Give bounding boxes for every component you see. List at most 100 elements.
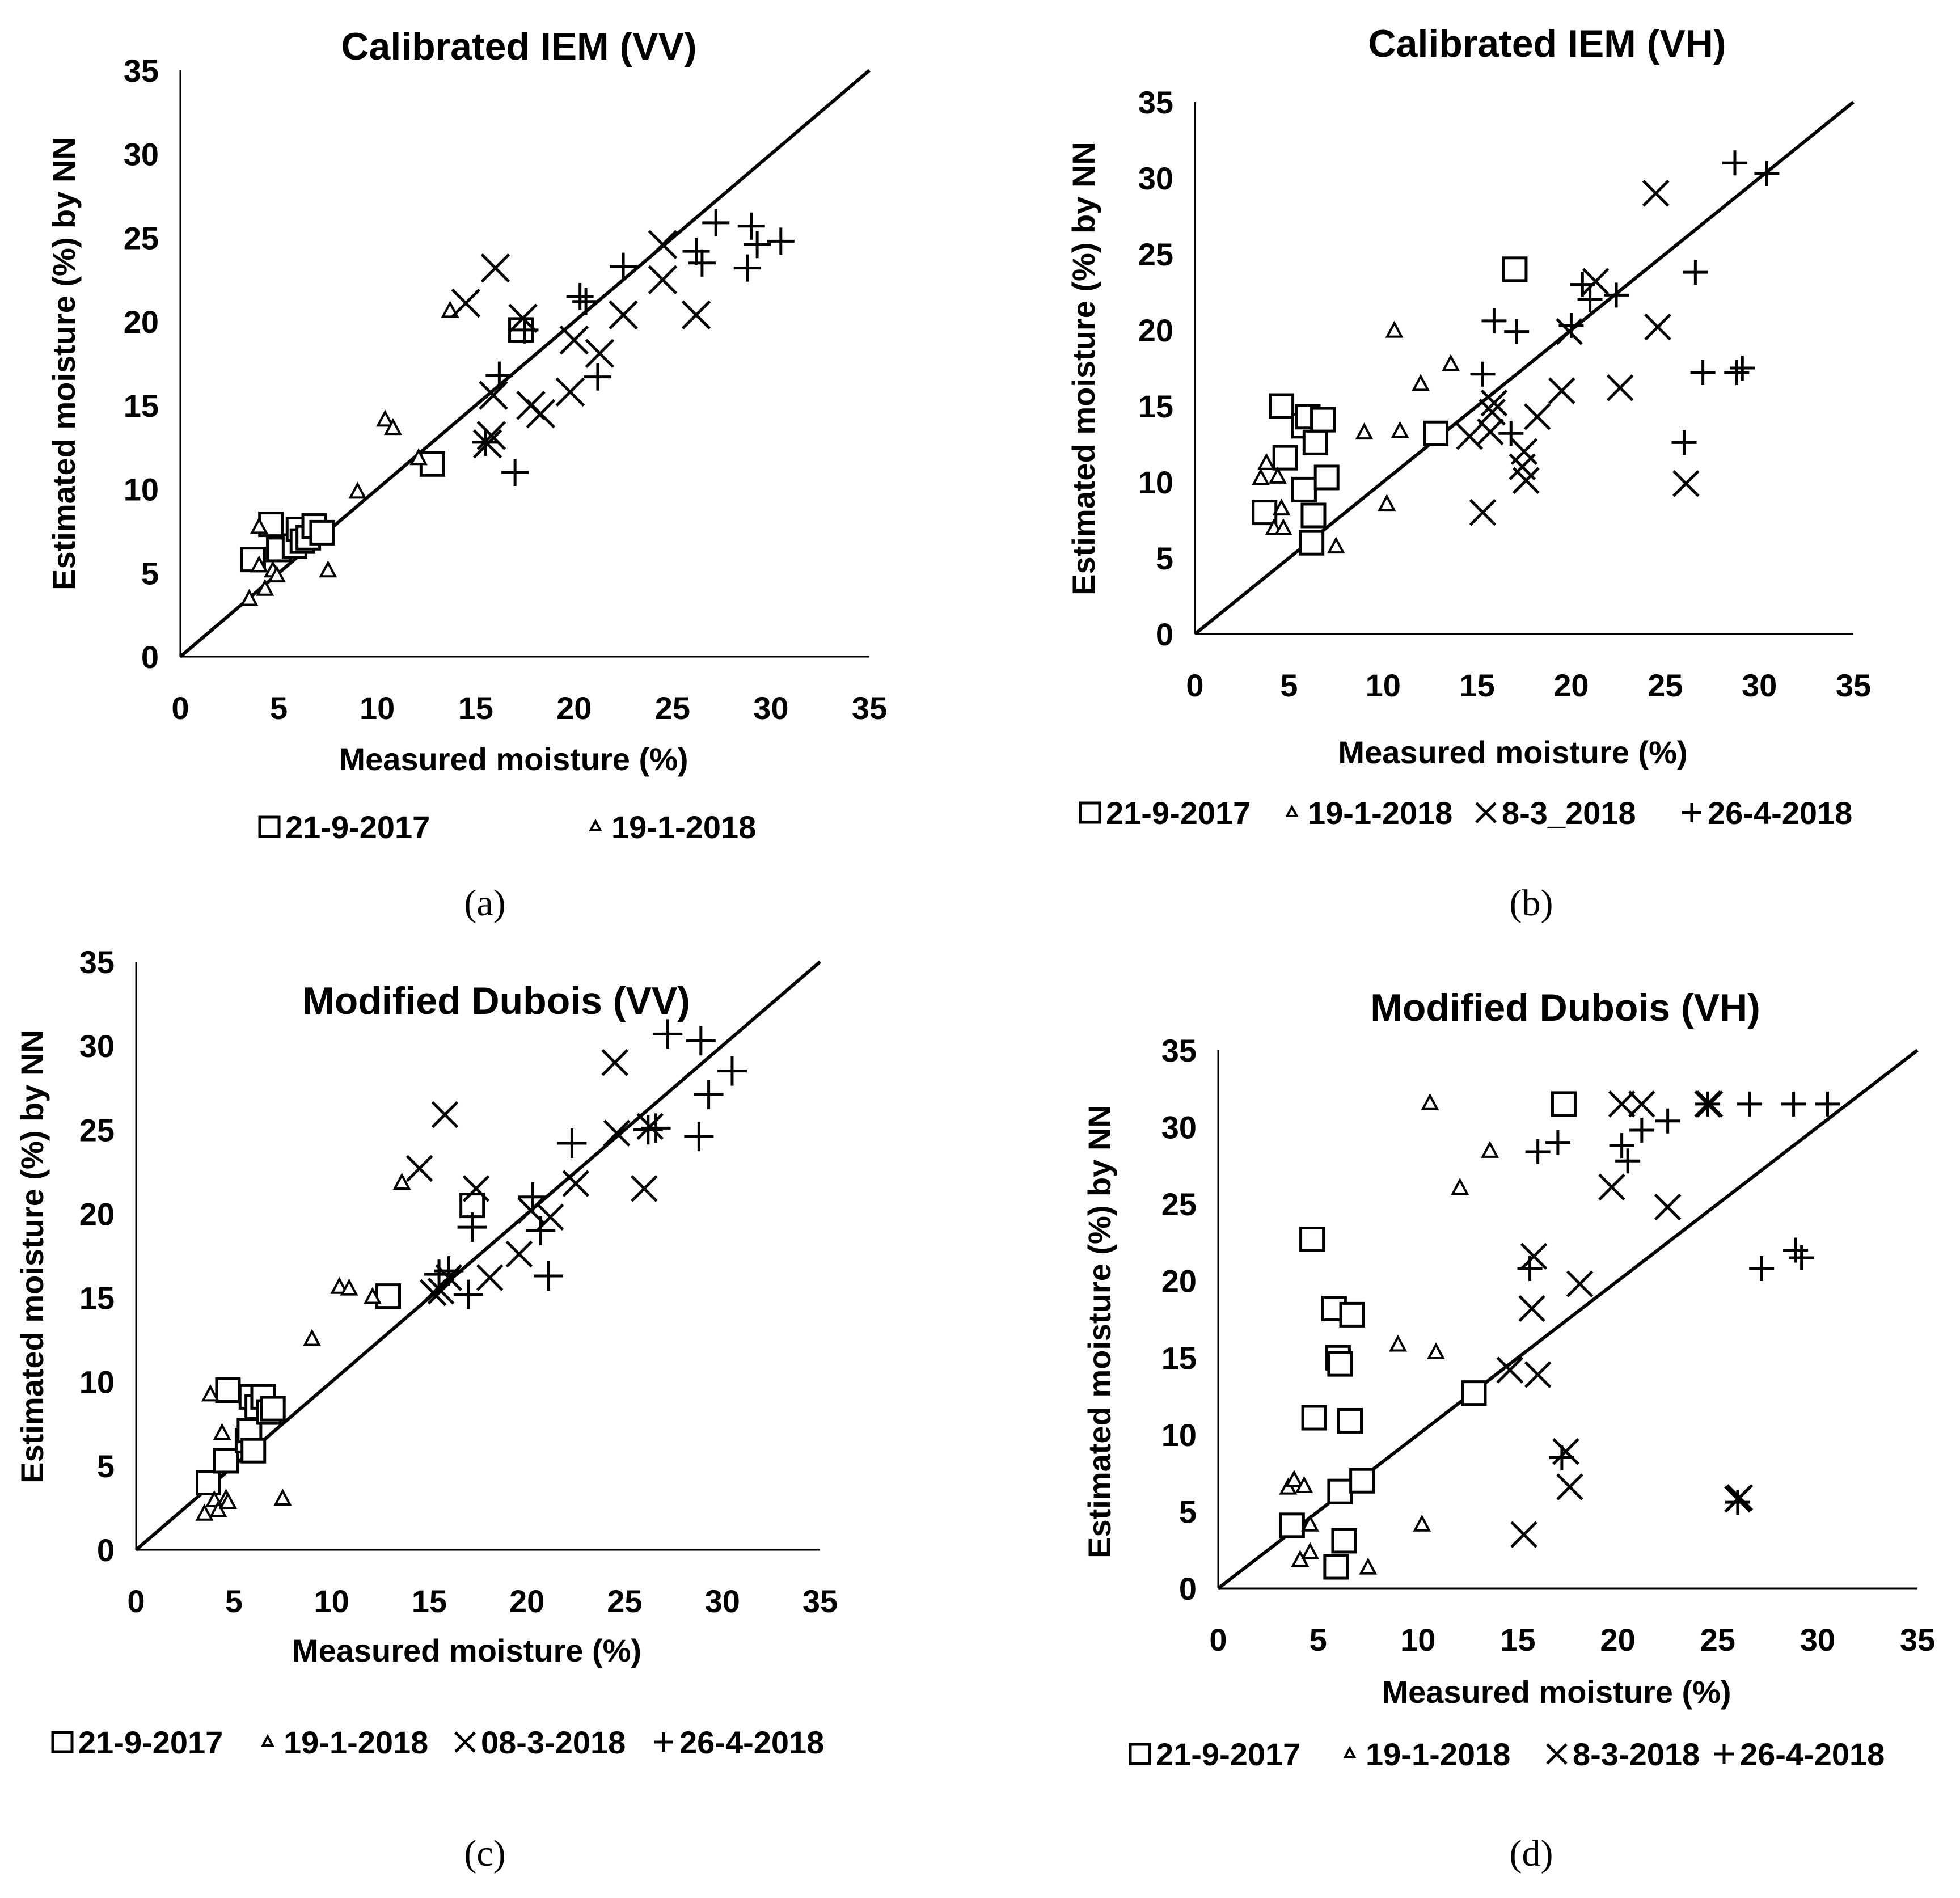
panel-b-point-x xyxy=(1479,398,1506,426)
panel-b-legend-marker-triangle xyxy=(1285,804,1299,817)
panel-c-point-x xyxy=(636,1113,664,1140)
panel-b-point-triangle xyxy=(1442,354,1460,371)
panel-d-series-1 xyxy=(1279,1091,1577,1580)
panel-b-point-x xyxy=(1548,377,1575,404)
panel-d-y-tick: 10 xyxy=(1161,1417,1197,1453)
panel-b-point-triangle-shape xyxy=(1252,468,1270,485)
panel-b-point-triangle-shape xyxy=(1257,453,1276,470)
panel-c-x-tick: 0 xyxy=(127,1583,145,1619)
panel-d-point-triangle-shape xyxy=(1427,1342,1445,1360)
panel-d-point-x xyxy=(1496,1356,1524,1384)
panel-b-point-square-shape xyxy=(1299,530,1325,556)
panel-b-x-tick: 20 xyxy=(1553,667,1589,703)
panel-d-point-square-shape xyxy=(1301,1405,1327,1431)
panel-b-point-plus xyxy=(1604,282,1629,308)
panel-d-legend-marker-triangle-shape xyxy=(1343,1745,1357,1758)
panel-c-point-square xyxy=(195,1469,221,1495)
panel-b: 00 5 5 10 10 15 15 20 20 25 25 30 30 35 35 Calibrated I… xyxy=(1066,22,1871,924)
panel-a-point-triangle xyxy=(348,481,367,499)
panel-d-series-4 xyxy=(1517,1091,1840,1515)
panel-d-legend-marker-triangle xyxy=(1343,1745,1357,1758)
panel-d-point-square xyxy=(1279,1512,1305,1538)
panel-d-point-x-stroke-b xyxy=(1608,1090,1636,1118)
panel-a-point-plus xyxy=(702,209,730,236)
panel-c-legend-marker-square-shape xyxy=(51,1731,74,1753)
panel-c-point-triangle-shape xyxy=(363,1287,382,1304)
panel-a-point-x-stroke-b xyxy=(609,300,638,330)
panel-b-point-triangle-shape xyxy=(1442,354,1460,371)
panel-c-point-x xyxy=(462,1175,490,1202)
panel-a-point-x xyxy=(681,300,711,330)
panel-b-point-square-shape xyxy=(1423,420,1449,446)
panel-d-point-triangle-shape xyxy=(1301,1542,1320,1559)
panel-d-point-square xyxy=(1327,1478,1353,1504)
panel-a-point-triangle xyxy=(376,409,394,427)
panel-d-x-axis-label: Measured moisture (%) xyxy=(1382,1674,1731,1710)
panel-d-point-triangle xyxy=(1301,1514,1320,1532)
panel-d-x-tick: 15 xyxy=(1500,1622,1535,1658)
panel-b-point-x-stroke-b xyxy=(1582,268,1610,295)
panel-d: 00 5 5 10 10 15 15 20 20 25 25 30 30 35 35 Modified Dub… xyxy=(1082,986,1935,1874)
panel-b-point-plus xyxy=(1498,421,1524,446)
panel-d-x-tick: 20 xyxy=(1600,1622,1635,1658)
panel-c-point-x xyxy=(505,1240,533,1268)
panel-c-point-triangle xyxy=(340,1278,358,1296)
panel-b-legend-label: 26-4-2018 xyxy=(1708,795,1852,831)
panel-b-point-square xyxy=(1302,429,1328,455)
panel-d-point-square xyxy=(1301,1405,1327,1431)
panel-c-point-plus xyxy=(453,1279,483,1309)
panel-d-point-square xyxy=(1323,1554,1349,1580)
panel-d-legend-marker-plus xyxy=(1714,1744,1734,1764)
panel-d-x-tick: 0 xyxy=(1209,1622,1227,1658)
panel-d-point-plus xyxy=(1725,1490,1750,1515)
panel-d-series-3 xyxy=(1496,1090,1754,1548)
panel-b-point-triangle-shape xyxy=(1327,536,1345,554)
panel-b-legend-marker-square xyxy=(1079,801,1101,824)
panel-c-legend-marker-square xyxy=(51,1731,74,1753)
panel-b-point-x-stroke-b xyxy=(1556,318,1583,345)
panel-b-x-tick: 0 xyxy=(1186,667,1203,703)
panel-b-point-square-shape xyxy=(1310,407,1336,433)
panel-c-series-3 xyxy=(405,1049,664,1307)
panel-c-point-square xyxy=(240,1438,267,1464)
panel-a-legend-label: 19-1-2018 xyxy=(611,809,756,845)
panel-d-point-square-shape xyxy=(1327,1478,1353,1504)
panel-b-point-x-stroke-b xyxy=(1606,374,1634,401)
panel-d-legend: 21-9-2017 19-1-2018 8-3-2018 26-4-2018 xyxy=(1129,1736,1885,1772)
panel-c-point-plus xyxy=(686,1026,716,1056)
panel-d-point-square-shape xyxy=(1349,1468,1375,1494)
panel-b-series-2 xyxy=(1252,320,1460,554)
panel-a-point-x-stroke-b xyxy=(451,288,481,318)
panel-b-point-square-shape xyxy=(1291,476,1317,502)
panel-b-x-tick: 30 xyxy=(1742,667,1777,703)
panel-c-y-tick: 30 xyxy=(79,1028,115,1064)
panel-d-point-square-shape xyxy=(1279,1512,1305,1538)
panel-b-series-4 xyxy=(1470,150,1780,455)
panel-c-point-x xyxy=(562,1170,590,1197)
panel-b-point-square xyxy=(1502,256,1528,282)
panel-d-legend-label: 19-1-2018 xyxy=(1366,1736,1510,1772)
panel-a-point-plus xyxy=(472,428,500,456)
panel-b-point-x-stroke-b xyxy=(1469,498,1497,526)
panel-d-point-square xyxy=(1299,1227,1325,1253)
panel-b-point-triangle xyxy=(1355,422,1374,440)
panel-c: 00 5 5 10 10 15 15 20 20 25 25 30 30 35 35 Modified Dub… xyxy=(14,944,838,1874)
panel-b-point-plus xyxy=(1724,360,1750,386)
panel-d-point-x-stroke-b xyxy=(1518,1295,1545,1322)
panel-c-point-plus xyxy=(653,1019,683,1049)
panel-b-point-square-shape xyxy=(1252,500,1278,526)
panel-a-point-plus xyxy=(566,282,594,310)
panel-c-point-x-stroke-b xyxy=(431,1101,459,1128)
panel-c-point-x xyxy=(603,1119,631,1147)
panel-c-point-plus xyxy=(434,1256,464,1286)
panel-b-point-x xyxy=(1556,318,1583,345)
panel-c-point-triangle xyxy=(330,1276,349,1294)
panel-c-x-tick: 30 xyxy=(705,1583,740,1619)
panel-a-y-tick: 0 xyxy=(141,639,159,675)
panel-b-x-tick: 25 xyxy=(1648,667,1683,703)
panel-b-point-square xyxy=(1269,393,1295,419)
panel-a-point-square-shape xyxy=(419,451,445,477)
panel-a-x-tick: 10 xyxy=(360,690,395,726)
panel-a-point-triangle-shape xyxy=(376,409,394,427)
